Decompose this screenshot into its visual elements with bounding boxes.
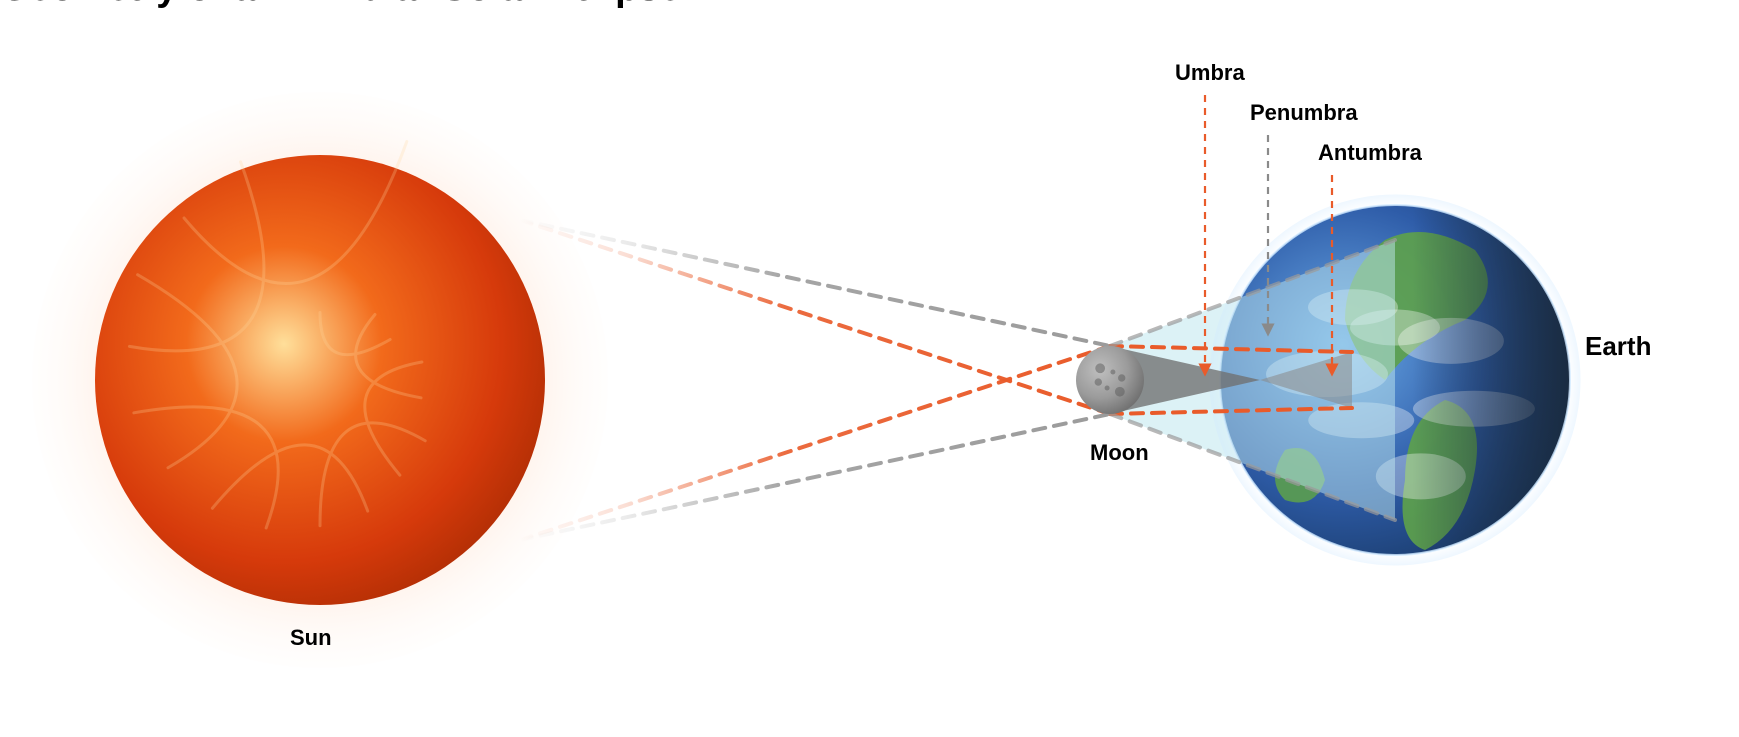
earth-label: Earth — [1585, 331, 1651, 361]
ray-orange-upper-1 — [520, 220, 1110, 414]
umbra-label: Umbra — [1175, 60, 1245, 85]
penumbra-label: Penumbra — [1250, 100, 1358, 125]
ray-gray-lower-1 — [520, 414, 1110, 540]
moon-crater — [1105, 385, 1110, 390]
moon-crater — [1115, 387, 1125, 397]
diagram-title: Geometry of an Annular Solar Eclipse — [0, 0, 681, 9]
sun-label: Sun — [290, 625, 332, 650]
moon-crater — [1095, 363, 1105, 373]
moon-body — [1076, 346, 1144, 414]
ray-orange-lower-1 — [520, 346, 1110, 540]
moon-label: Moon — [1090, 440, 1149, 465]
ray-gray-upper-1 — [520, 220, 1110, 346]
moon-crater — [1095, 378, 1102, 385]
sun-body — [95, 155, 545, 605]
antumbra-label: Antumbra — [1318, 140, 1423, 165]
moon-crater — [1118, 374, 1125, 381]
moon-crater — [1110, 370, 1115, 375]
